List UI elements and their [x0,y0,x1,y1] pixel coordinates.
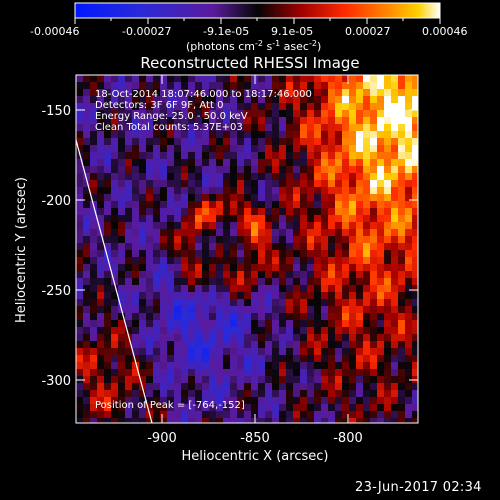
plot-frame [75,74,419,424]
info-time-range: 18-Oct-2014 18:07:46.000 to 18:17:46.000 [95,89,312,100]
x-axis-ticks [161,75,349,423]
colorbar-tick-label: 0.00027 [345,25,391,38]
y-tick-label: -200 [41,194,71,209]
info-detectors: Detectors: 3F 6F 9F, Att 0 [95,100,223,111]
x-tick-label: -850 [240,431,270,446]
image-pixels [76,75,418,423]
colorbar-tick-label: -9.1e-05 [203,25,249,38]
colorbar-tick-label: 9.1e-05 [271,25,313,38]
y-tick-label: -150 [41,104,71,119]
colorbar-gradient [74,2,441,19]
y-tick-label: -300 [41,374,71,389]
rhessi-image [76,75,418,423]
info-energy-range: Energy Range: 25.0 - 50.0 keV [95,111,248,122]
info-counts: Clean Total counts: 5.37E+03 [95,122,243,133]
plot-title: Reconstructed RHESSI Image [140,54,359,72]
peak-position-label: Position of Peak = [-764,-152] [95,400,245,411]
x-tick-label: -900 [147,431,177,446]
x-tick-label: -800 [333,431,363,446]
y-tick-label: -250 [41,284,71,299]
colorbar-tick-label: -0.00046 [30,25,79,38]
colorbar-ticks [74,18,441,24]
y-axis-ticks [76,109,418,381]
x-axis-label: Heliocentric X (arcsec) [182,449,329,464]
colorbar-units: (photons cm-2 s-1 asec-2) [186,39,321,53]
footer-date: 23-Jun-2017 02:34 [355,480,482,495]
colorbar-tick-label: -0.00027 [122,25,171,38]
colorbar-tick-label: 0.00046 [422,25,468,38]
y-axis-label: Heliocentric Y (arcsec) [14,177,29,323]
solar-limb-line [76,139,153,423]
colorbar: -0.00046 -0.00027 -9.1e-05 9.1e-05 0.000… [30,2,468,53]
